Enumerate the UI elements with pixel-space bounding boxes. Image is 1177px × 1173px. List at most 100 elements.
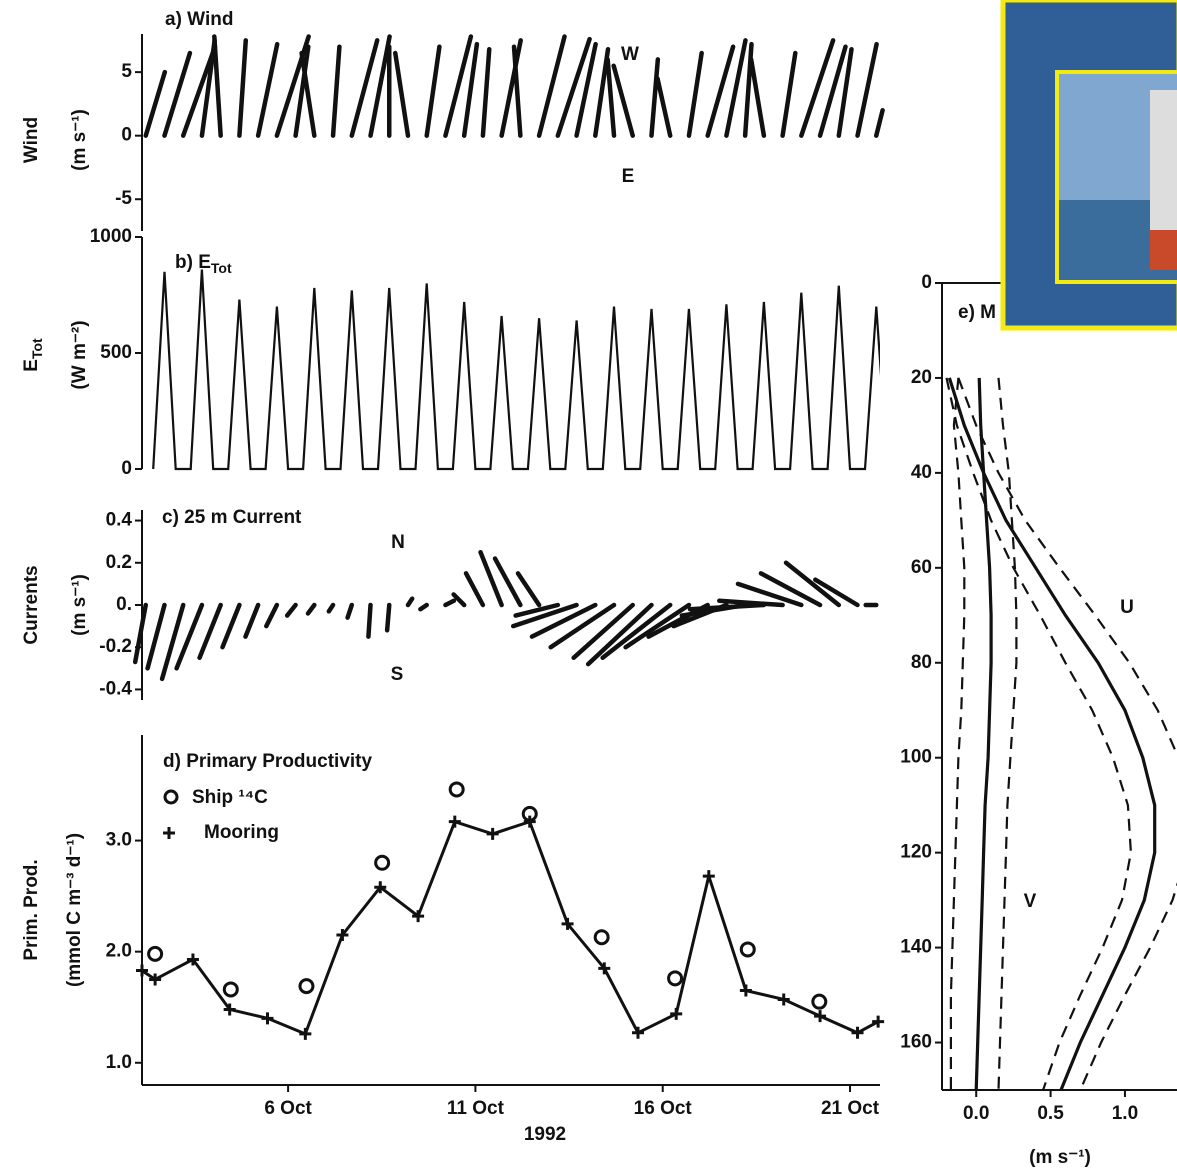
x-tick-label: 0.5 bbox=[1037, 1103, 1064, 1124]
panel-title: c) 25 m Current bbox=[162, 507, 302, 528]
y-tick-label: -0.2 bbox=[99, 636, 132, 657]
legend-label: Mooring bbox=[204, 822, 279, 843]
stick bbox=[424, 44, 442, 138]
stick bbox=[405, 596, 415, 608]
stick bbox=[143, 69, 168, 138]
bound-line bbox=[945, 377, 1133, 1091]
y-label: Prim. Prod. bbox=[21, 859, 42, 960]
point bbox=[523, 815, 536, 828]
x-tick-label: 11 Oct bbox=[447, 1098, 505, 1119]
point bbox=[223, 1003, 236, 1016]
y-label: Wind bbox=[21, 117, 42, 163]
title-main: b) E bbox=[175, 252, 211, 273]
stick bbox=[649, 57, 661, 138]
stick bbox=[611, 63, 636, 138]
photo-highlight bbox=[1055, 70, 1177, 284]
point bbox=[136, 964, 148, 977]
stick bbox=[536, 34, 567, 138]
point bbox=[777, 993, 790, 1006]
point bbox=[186, 953, 199, 966]
y-tick-label: 500 bbox=[100, 342, 132, 363]
stick bbox=[511, 44, 523, 138]
stick bbox=[463, 571, 486, 608]
labels: a) Wind W E Wind (m s⁻¹) b) ETot ETot (W… bbox=[21, 9, 1134, 1168]
y-tick-label: 2.0 bbox=[106, 941, 132, 962]
stick bbox=[451, 592, 467, 608]
stick bbox=[174, 602, 205, 671]
point bbox=[667, 970, 684, 987]
stick bbox=[162, 50, 193, 138]
stick bbox=[197, 602, 223, 661]
point bbox=[631, 1026, 644, 1039]
x-label: 1992 bbox=[524, 1124, 566, 1145]
bound-line bbox=[957, 377, 1177, 1091]
stick bbox=[443, 598, 457, 608]
stick bbox=[585, 602, 654, 667]
point bbox=[702, 870, 715, 883]
stick bbox=[529, 602, 598, 639]
stick bbox=[461, 41, 480, 138]
stick bbox=[345, 602, 355, 620]
stick bbox=[855, 41, 879, 138]
y-tick-label: 0 bbox=[121, 125, 132, 146]
x-tick-label: 16 Oct bbox=[634, 1098, 693, 1119]
panel-title: e) M bbox=[958, 302, 996, 323]
y-label: ETot bbox=[21, 338, 45, 372]
annotation: W bbox=[621, 44, 639, 65]
stick bbox=[284, 602, 298, 618]
x-tick-label: 21 Oct bbox=[821, 1098, 880, 1119]
y-tick-label: -5 bbox=[115, 188, 132, 209]
photo-buoy bbox=[1150, 90, 1177, 240]
series-line bbox=[141, 819, 879, 1036]
stick bbox=[548, 602, 617, 650]
y-tick-label: 0 bbox=[921, 272, 932, 293]
legend-marker bbox=[163, 827, 175, 839]
point bbox=[299, 1027, 312, 1040]
stick bbox=[255, 41, 280, 138]
stick bbox=[212, 34, 223, 138]
y-tick-label: 100 bbox=[900, 747, 932, 768]
stick bbox=[655, 76, 673, 138]
point bbox=[739, 984, 752, 997]
stick bbox=[220, 602, 242, 650]
stick bbox=[243, 602, 261, 639]
bound-line bbox=[949, 377, 966, 1090]
y-tick-label: 120 bbox=[900, 842, 932, 863]
stick bbox=[623, 602, 692, 650]
stick bbox=[686, 50, 704, 138]
stick bbox=[748, 57, 767, 138]
y-unit: (W m⁻²) bbox=[69, 320, 90, 389]
stick bbox=[780, 50, 798, 138]
point bbox=[670, 1007, 683, 1020]
annotation: S bbox=[391, 664, 404, 685]
y-tick-label: 140 bbox=[900, 937, 932, 958]
point bbox=[872, 1015, 885, 1028]
stick bbox=[299, 50, 317, 138]
y-tick-label: 20 bbox=[911, 367, 932, 388]
stick bbox=[836, 47, 854, 138]
y-tick-label: 1000 bbox=[90, 226, 132, 247]
panel-title: a) Wind bbox=[165, 9, 233, 30]
point bbox=[448, 815, 461, 828]
stick bbox=[717, 598, 785, 608]
stick bbox=[237, 38, 249, 138]
stick bbox=[159, 602, 186, 682]
y-tick-label: 0 bbox=[121, 458, 132, 479]
y-tick-label: 5 bbox=[121, 61, 132, 82]
stick bbox=[368, 34, 392, 138]
stick bbox=[326, 602, 336, 614]
stick bbox=[724, 38, 748, 138]
stick bbox=[199, 38, 217, 138]
x-tick-label: 6 Oct bbox=[264, 1098, 312, 1119]
stick bbox=[478, 549, 504, 608]
stick bbox=[571, 602, 636, 661]
stick bbox=[384, 602, 392, 633]
point bbox=[811, 993, 828, 1010]
y-label-main: E bbox=[21, 359, 42, 372]
stick bbox=[293, 44, 311, 138]
y-label: Currents bbox=[21, 565, 42, 644]
stick bbox=[145, 602, 167, 671]
point bbox=[298, 978, 315, 995]
series-label: U bbox=[1120, 597, 1134, 618]
